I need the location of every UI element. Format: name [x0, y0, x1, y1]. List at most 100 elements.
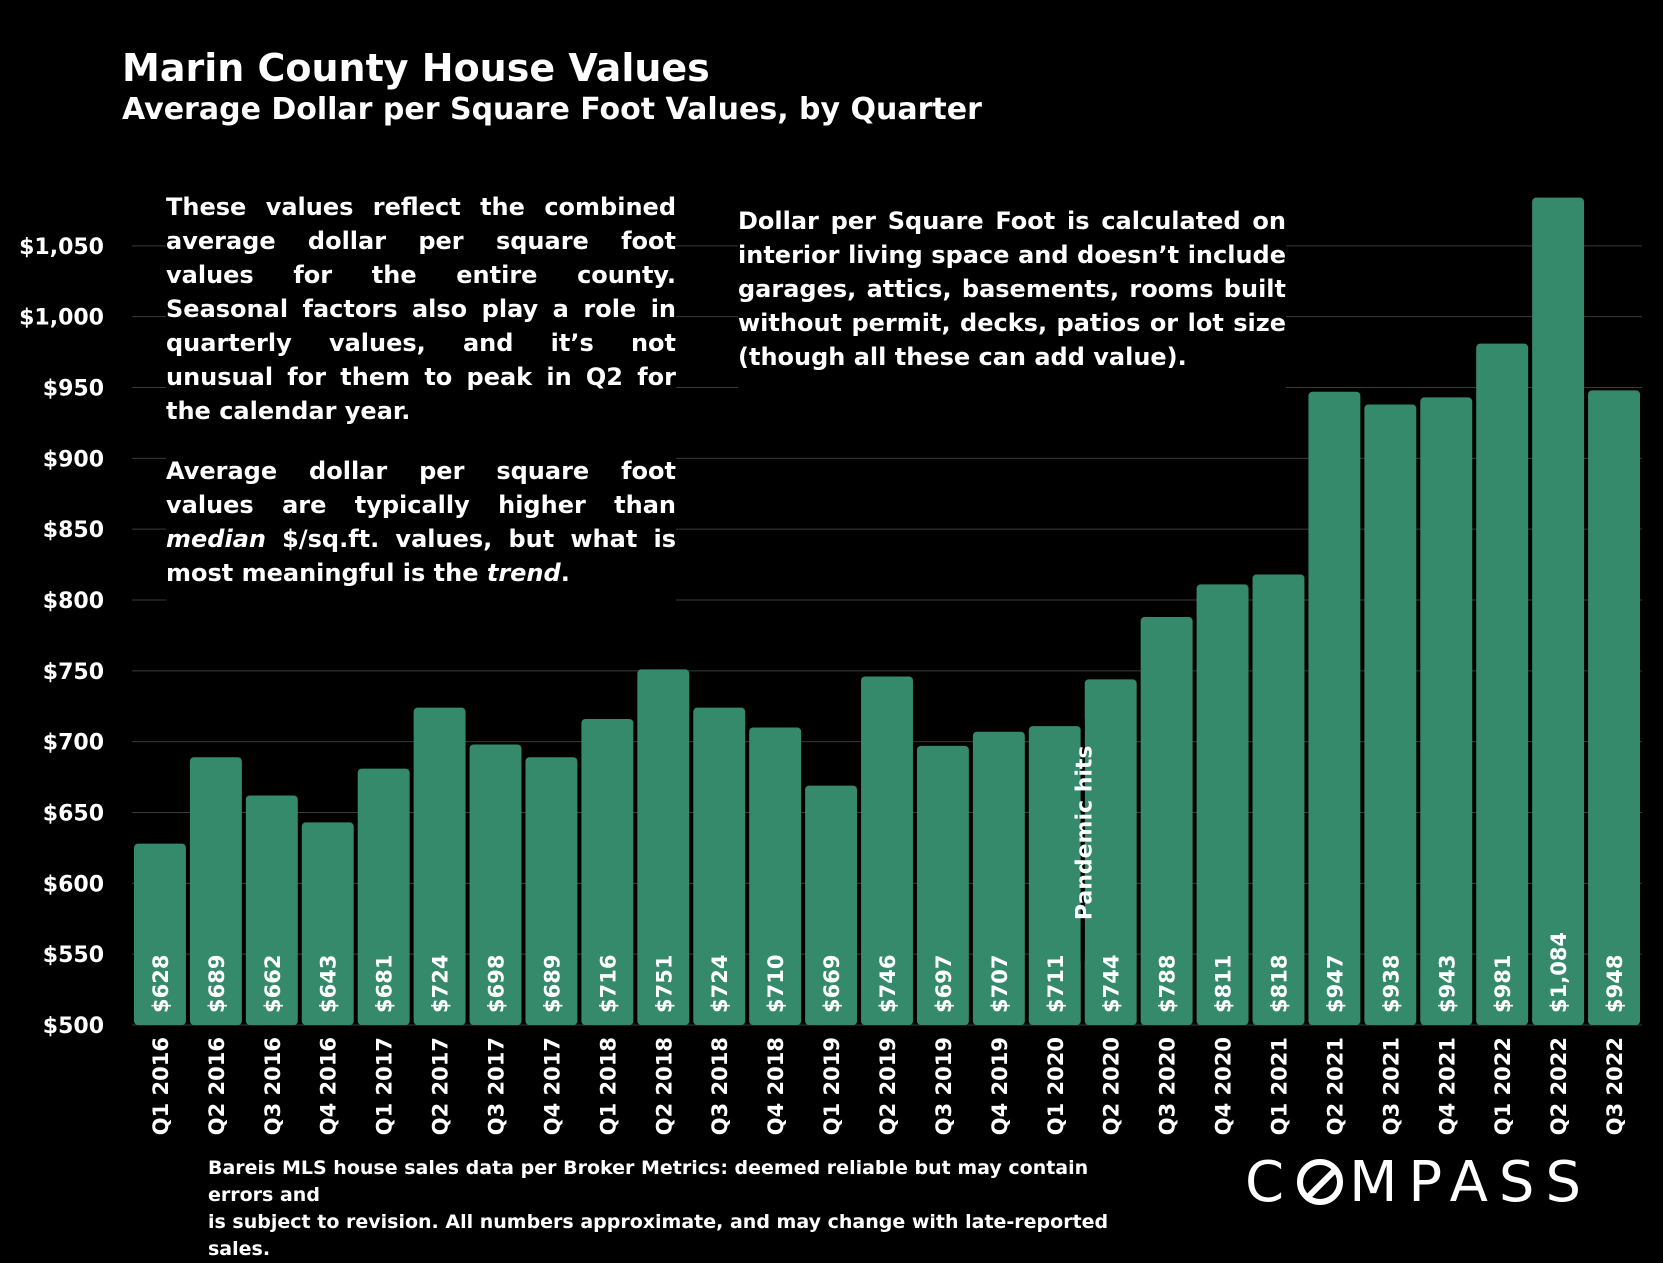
bar: [972, 731, 1025, 1025]
x-tick-label: Q3 2016: [261, 1037, 285, 1135]
x-tick-label: Q1 2021: [1267, 1037, 1291, 1135]
data-label: $724: [708, 955, 732, 1013]
data-label: $1,084: [1547, 932, 1571, 1013]
data-label: $818: [1267, 955, 1291, 1013]
y-tick-label: $1,050: [19, 235, 104, 260]
bar: [805, 785, 858, 1025]
x-tick-label: Q3 2021: [1379, 1037, 1403, 1135]
bar: [861, 676, 913, 1025]
logo-o-mark-icon: [1297, 1159, 1344, 1205]
data-label: $948: [1603, 955, 1627, 1013]
bar: [301, 822, 354, 1025]
y-tick-label: $850: [43, 518, 104, 543]
data-label: $938: [1379, 955, 1403, 1013]
y-tick-label: $550: [43, 943, 104, 968]
compass-logo: C MPASS: [1245, 1150, 1592, 1215]
bar: [1196, 584, 1249, 1025]
bar: [189, 757, 242, 1025]
data-label: $746: [876, 955, 900, 1013]
x-tick-label: Q1 2018: [596, 1037, 620, 1135]
bar: [134, 843, 186, 1025]
left-note-text-c: .: [560, 559, 570, 587]
annotation-label: Pandemic hits: [1073, 745, 1098, 920]
y-tick-label: $500: [43, 1014, 104, 1039]
bar: [1420, 397, 1473, 1026]
data-label: $669: [820, 955, 844, 1013]
bar: [1140, 617, 1193, 1025]
data-label: $707: [988, 955, 1012, 1013]
x-tick-label: Q3 2020: [1156, 1037, 1180, 1135]
x-tick-label: Q2 2020: [1100, 1037, 1124, 1135]
y-tick-label: $650: [43, 802, 104, 827]
data-label: $811: [1212, 955, 1236, 1013]
bar: [749, 727, 802, 1025]
bar: [1364, 404, 1417, 1025]
source-line-1: Bareis MLS house sales data per Broker M…: [208, 1157, 1089, 1206]
left-note-emphasis-trend: trend: [486, 559, 561, 587]
y-tick-label: $800: [43, 589, 104, 614]
bar: [1308, 391, 1361, 1025]
data-label: $697: [932, 955, 956, 1013]
x-tick-label: Q3 2017: [485, 1037, 509, 1135]
bar: [1476, 343, 1529, 1025]
bar: [1252, 574, 1305, 1025]
source-note: Bareis MLS house sales data per Broker M…: [208, 1155, 1138, 1263]
data-label: $689: [540, 955, 564, 1013]
data-label: $724: [429, 955, 453, 1013]
x-tick-label: Q2 2021: [1323, 1037, 1347, 1135]
bar: [245, 795, 298, 1025]
logo-text-pre: C: [1245, 1150, 1296, 1215]
bar: [469, 744, 522, 1025]
bar: [1084, 679, 1137, 1025]
data-label: $643: [317, 955, 341, 1013]
bar: [1588, 390, 1640, 1025]
right-note-paragraph: Dollar per Square Foot is calculated on …: [738, 207, 1286, 371]
x-tick-label: Q4 2018: [764, 1037, 788, 1135]
y-tick-label: $900: [43, 447, 104, 472]
logo-text-post: MPASS: [1349, 1150, 1593, 1215]
data-label: $628: [149, 955, 173, 1013]
data-label: $711: [1044, 955, 1068, 1013]
left-note-paragraph-2: Average dollar per square foot values ar…: [166, 454, 676, 590]
bar: [916, 745, 969, 1025]
right-note: Dollar per Square Foot is calculated on …: [738, 204, 1286, 400]
bar: [525, 757, 578, 1025]
data-label: $947: [1323, 955, 1347, 1013]
source-line-2: is subject to revision. All numbers appr…: [208, 1211, 1109, 1260]
data-label: $981: [1491, 955, 1515, 1013]
x-tick-label: Q4 2016: [317, 1037, 341, 1135]
data-label: $681: [373, 955, 397, 1013]
left-note-text-b: $/sq.ft. values, but what is most meanin…: [166, 525, 676, 587]
x-tick-label: Q1 2016: [149, 1037, 173, 1135]
x-tick-label: Q4 2020: [1212, 1037, 1236, 1135]
data-label: $943: [1435, 955, 1459, 1013]
x-tick-label: Q4 2021: [1435, 1037, 1459, 1135]
x-tick-label: Q1 2020: [1044, 1037, 1068, 1135]
left-note-paragraph-1: These values reflect the combined averag…: [166, 193, 676, 425]
x-tick-label: Q1 2019: [820, 1037, 844, 1135]
x-tick-label: Q2 2019: [876, 1037, 900, 1135]
x-tick-label: Q4 2019: [988, 1037, 1012, 1135]
y-tick-label: $1,000: [19, 306, 104, 331]
y-tick-label: $700: [43, 731, 104, 756]
bar: [581, 719, 634, 1025]
chart-title: Marin County House Values: [122, 46, 710, 90]
left-note-emphasis-median: median: [166, 525, 266, 553]
y-tick-label: $750: [43, 660, 104, 685]
bar: [357, 768, 410, 1025]
bar: [1532, 197, 1585, 1025]
data-label: $744: [1100, 955, 1124, 1013]
bar: [413, 707, 466, 1025]
left-note-text-a: Average dollar per square foot values ar…: [166, 457, 676, 519]
data-label: $751: [652, 955, 676, 1013]
x-tick-label: Q2 2017: [429, 1037, 453, 1135]
data-label: $662: [261, 955, 285, 1013]
y-tick-label: $600: [43, 872, 104, 897]
bar: [693, 707, 746, 1025]
x-tick-label: Q3 2018: [708, 1037, 732, 1135]
x-tick-label: Q4 2017: [540, 1037, 564, 1135]
data-label: $716: [596, 955, 620, 1013]
data-label: $698: [485, 955, 509, 1013]
x-tick-label: Q1 2017: [373, 1037, 397, 1135]
